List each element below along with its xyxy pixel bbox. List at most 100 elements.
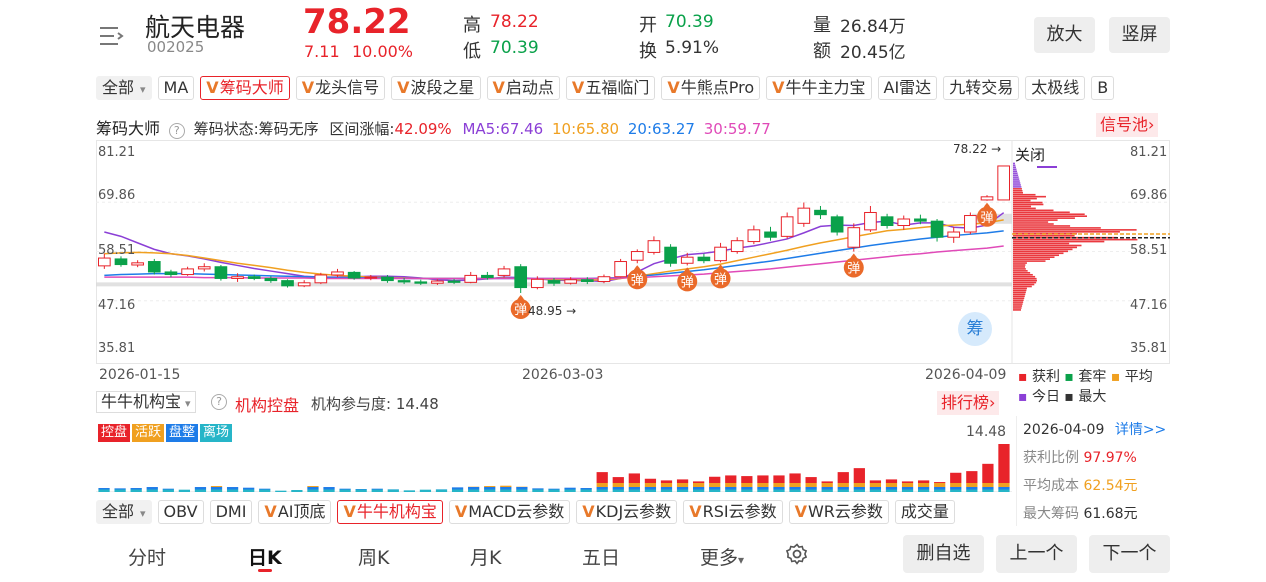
inst-bar-seg [773,483,785,487]
inst-bar-seg [885,479,898,483]
inst-bar-seg [869,480,882,483]
tab-start-point[interactable]: V启动点 [486,76,560,100]
tab-volume[interactable]: 成交量 [894,500,955,524]
tab-daily-k[interactable]: 日K [248,543,282,572]
kline-chart[interactable]: 弹弹弹弹弹弹 [96,140,1170,364]
inst-bar-seg [693,487,705,490]
ma30-value: 30:59.77 [703,120,771,138]
inst-bar-seg [821,487,833,490]
tab-macd[interactable]: VMACD云参数 [448,500,571,524]
tab-niuniu-main[interactable]: V牛牛主力宝 [766,76,872,100]
delete-watchlist-button[interactable]: 删自选 [903,535,984,573]
ma-line-ma20 [104,230,1004,280]
settings-icon[interactable] [785,542,809,566]
chip-bar [1013,195,1046,198]
tab-more[interactable]: 更多▾ [700,547,745,569]
prev-stock-button[interactable]: 上一个 [996,535,1077,573]
tab-bull-bear-pro[interactable]: V牛熊点Pro [661,76,761,100]
inst-bar-seg [419,489,432,492]
tab-all-indicators[interactable]: 全部 [96,76,152,100]
max-price-annotation: 78.22 → [953,142,1002,156]
chip-bar [1013,205,1032,208]
amount-label: 额 [813,41,831,62]
tab-rsi[interactable]: VRSI云参数 [683,500,783,524]
inst-bar-seg [451,487,464,490]
candle-body [97,257,111,267]
inst-bar-seg [966,487,978,490]
inst-bar-seg [869,489,882,492]
tab-intraday[interactable]: 分时 [128,547,167,569]
tab-leader-signal[interactable]: V龙头信号 [295,76,386,100]
chip-float-button[interactable]: 筹 [958,312,992,346]
candle-body [964,215,977,233]
help-icon[interactable]: ? [168,123,185,139]
institution-bar-chart[interactable] [96,440,1012,492]
close-chip-button[interactable]: 关闭 [1015,146,1046,164]
rebound-signal-marker[interactable]: 弹 [627,265,648,290]
legend-avg: 平均 [1124,369,1153,385]
tab-weekly-k[interactable]: 周K [358,547,390,569]
zoom-button[interactable]: 放大 [1034,17,1095,53]
candle-body [747,229,761,243]
inst-bar-seg [516,489,528,492]
tab-five-day[interactable]: 五日 [582,547,621,569]
chip-bar [1013,209,1054,212]
chip-bar [1013,303,1023,305]
rebound-signal-marker[interactable]: 弹 [510,294,531,319]
tab-ai-top-bottom[interactable]: VAI顶底 [258,500,332,524]
chip-bar [1013,229,1137,231]
tab-all-sub[interactable]: 全部 [96,500,152,524]
tab-chip-master[interactable]: V筹码大师 [200,76,290,100]
rebound-signal-marker[interactable]: 弹 [843,253,864,278]
inst-bar-seg [950,489,962,492]
candle-body [464,274,478,283]
detail-link[interactable]: 详情>> [1114,422,1167,438]
inst-bar-seg [178,489,191,492]
inst-bar-seg [500,485,512,487]
inst-bar-seg [628,487,640,490]
portrait-button[interactable]: 竖屏 [1109,17,1170,53]
inst-bar-seg [757,475,769,483]
chip-bar [1013,221,1049,223]
ranking-button[interactable]: 排行榜› [937,391,1000,415]
inst-bar-seg [934,482,946,483]
inst-bar-seg [676,483,689,487]
signal-pool-button[interactable]: 信号池› [1096,113,1159,137]
indicator-selector[interactable]: 牛牛机构宝 ▾ [96,391,196,413]
tab-taiji[interactable]: 太极线 [1025,76,1086,100]
inst-bar-seg [709,487,721,490]
chip-bar [1013,227,1101,229]
inst-bar-seg [355,489,367,492]
chip-bar [1013,256,1055,259]
tab-ai-radar[interactable]: AI雷达 [877,76,938,100]
rebound-signal-marker[interactable]: 弹 [710,264,731,289]
inst-bar-seg [853,483,865,487]
rebound-signal-marker[interactable]: 弹 [977,202,998,227]
tab-dmi[interactable]: DMI [209,500,253,524]
inst-bar-seg [596,472,608,483]
chip-bar [1013,180,1020,182]
inst-bar-seg [773,489,785,492]
chip-bar [1013,190,1023,192]
tab-monthly-k[interactable]: 月K [470,547,502,569]
tab-nine-turn[interactable]: 九转交易 [943,76,1020,100]
help-icon[interactable]: ? [211,394,227,410]
tab-obv[interactable]: OBV [157,500,204,524]
tab-b[interactable]: B [1091,76,1115,100]
inst-bar-seg [676,487,689,490]
menu-icon[interactable] [98,24,124,48]
range-label: 区间涨幅: [329,120,395,138]
tab-five-fortune[interactable]: V五福临门 [565,76,656,100]
inst-bar-seg [484,489,496,492]
candle-body [930,220,944,238]
tab-kdj[interactable]: VKDJ云参数 [576,500,678,524]
next-stock-button[interactable]: 下一个 [1089,535,1170,573]
tab-wave-star[interactable]: V波段之星 [391,76,481,100]
rebound-signal-marker[interactable]: 弹 [677,267,698,292]
tab-ma[interactable]: MA [157,76,195,100]
tab-niuniu-inst[interactable]: V牛牛机构宝 [337,500,443,524]
v-icon: V [454,502,468,521]
tab-wr[interactable]: VWR云参数 [788,500,889,524]
inst-bar-seg [468,487,480,490]
chip-bar [1013,305,1023,307]
